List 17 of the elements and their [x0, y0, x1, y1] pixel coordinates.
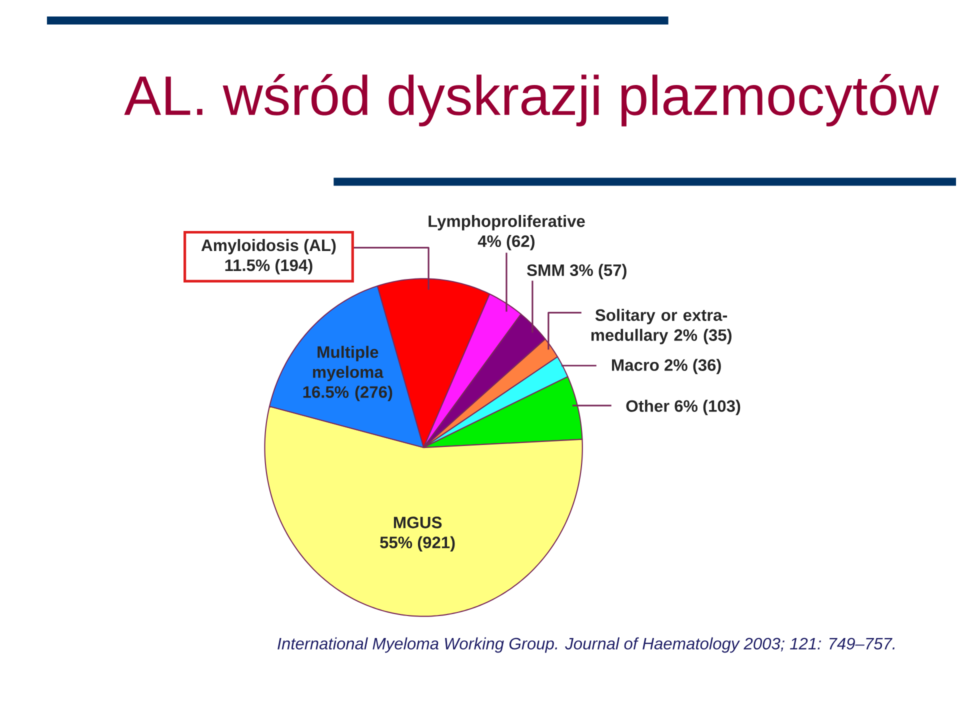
slice-label: Amyloidosis (AL) — [201, 238, 336, 254]
slice-label: Other — [626, 400, 670, 412]
slice-label: Lymphoproliferative — [428, 214, 585, 230]
data-label: 2% (36) — [664, 358, 721, 374]
data-label: 2% (35) — [674, 328, 732, 344]
data-label: 6% (103) — [674, 400, 740, 416]
data-label: 4% (62) — [478, 234, 534, 250]
slice-label: Macro — [612, 359, 659, 371]
chart-title: AL. wśród dyskrazji plazmocytów — [124, 74, 939, 126]
slice-label: Multiple myeloma — [313, 346, 384, 382]
data-label: 16.5% (276) — [303, 386, 392, 402]
slice-label: MGUS — [394, 516, 442, 528]
data-label: 3% (57) — [570, 264, 626, 280]
text: International Myeloma Working Group. Journal of Haematology 2003; 121: 749–757. — [278, 637, 894, 653]
data-label: 55% (921) — [380, 536, 455, 552]
data-label: 11.5% (194) — [225, 258, 312, 274]
slice-label: SMM — [527, 264, 564, 276]
